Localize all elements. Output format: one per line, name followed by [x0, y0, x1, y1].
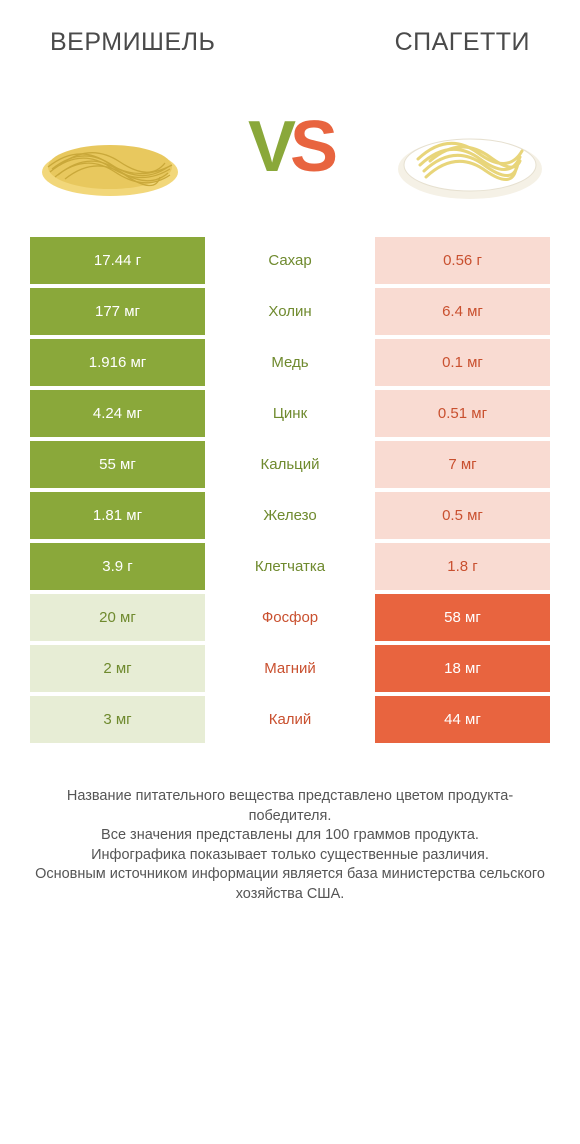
nutrient-label-cell: Кальций [205, 441, 375, 488]
spaghetti-image [390, 87, 550, 207]
footer-note: Название питательного вещества представл… [0, 747, 580, 904]
right-value-cell: 0.51 мг [375, 390, 550, 437]
left-value-cell: 1.81 мг [30, 492, 205, 539]
left-value-cell: 3 мг [30, 696, 205, 743]
vs-v: V [248, 107, 290, 187]
left-value-cell: 177 мг [30, 288, 205, 335]
nutrient-label-cell: Холин [205, 288, 375, 335]
right-value-cell: 18 мг [375, 645, 550, 692]
nutrient-row: 1.81 мгЖелезо0.5 мг [30, 492, 550, 539]
right-product-title: СПАГЕТТИ [395, 28, 530, 57]
vs-s: S [290, 107, 332, 187]
footer-line-1: Название питательного вещества представл… [30, 787, 550, 826]
nutrient-row: 55 мгКальций7 мг [30, 441, 550, 488]
left-value-cell: 17.44 г [30, 237, 205, 284]
nutrient-row: 3 мгКалий44 мг [30, 696, 550, 743]
nutrient-row: 177 мгХолин6.4 мг [30, 288, 550, 335]
left-product-title: ВЕРМИШЕЛЬ [50, 28, 215, 57]
nutrient-label-cell: Медь [205, 339, 375, 386]
right-value-cell: 0.5 мг [375, 492, 550, 539]
right-value-cell: 6.4 мг [375, 288, 550, 335]
nutrient-label-cell: Калий [205, 696, 375, 743]
nutrient-row: 3.9 гКлетчатка1.8 г [30, 543, 550, 590]
left-value-cell: 3.9 г [30, 543, 205, 590]
left-value-cell: 55 мг [30, 441, 205, 488]
right-value-cell: 7 мг [375, 441, 550, 488]
nutrient-row: 20 мгФосфор58 мг [30, 594, 550, 641]
nutrient-table: 17.44 гСахар0.56 г177 мгХолин6.4 мг1.916… [30, 237, 550, 743]
vs-label: VS [248, 111, 332, 183]
right-value-cell: 58 мг [375, 594, 550, 641]
left-value-cell: 4.24 мг [30, 390, 205, 437]
header: ВЕРМИШЕЛЬ СПАГЕТТИ [0, 0, 580, 67]
vermicelli-image [30, 87, 190, 207]
footer-line-4: Основным источником информации является … [30, 865, 550, 904]
left-value-cell: 1.916 мг [30, 339, 205, 386]
nutrient-label-cell: Клетчатка [205, 543, 375, 590]
right-value-cell: 0.56 г [375, 237, 550, 284]
nutrient-label-cell: Сахар [205, 237, 375, 284]
nutrient-label-cell: Железо [205, 492, 375, 539]
nutrient-row: 17.44 гСахар0.56 г [30, 237, 550, 284]
right-value-cell: 44 мг [375, 696, 550, 743]
nutrient-label-cell: Цинк [205, 390, 375, 437]
right-value-cell: 0.1 мг [375, 339, 550, 386]
nutrient-row: 2 мгМагний18 мг [30, 645, 550, 692]
images-row: VS [0, 67, 580, 237]
nutrient-row: 1.916 мгМедь0.1 мг [30, 339, 550, 386]
left-value-cell: 20 мг [30, 594, 205, 641]
right-value-cell: 1.8 г [375, 543, 550, 590]
footer-line-3: Инфографика показывает только существенн… [30, 846, 550, 866]
nutrient-label-cell: Фосфор [205, 594, 375, 641]
nutrient-label-cell: Магний [205, 645, 375, 692]
nutrient-row: 4.24 мгЦинк0.51 мг [30, 390, 550, 437]
left-value-cell: 2 мг [30, 645, 205, 692]
footer-line-2: Все значения представлены для 100 граммо… [30, 826, 550, 846]
